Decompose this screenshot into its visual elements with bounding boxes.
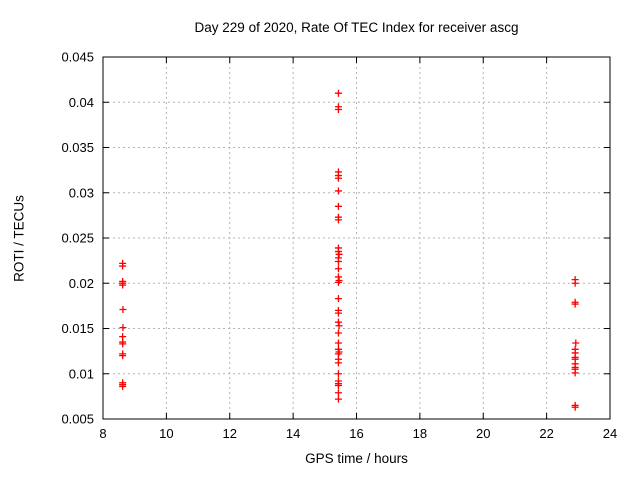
- data-point-marker: [119, 324, 127, 332]
- svg-text:24: 24: [603, 426, 617, 441]
- data-point-marker: [571, 369, 579, 377]
- data-point-marker: [335, 322, 343, 330]
- data-point-marker: [334, 309, 342, 317]
- svg-text:18: 18: [413, 426, 427, 441]
- data-point-marker: [334, 105, 342, 113]
- svg-text:0.045: 0.045: [61, 50, 94, 65]
- svg-text:0.03: 0.03: [69, 185, 94, 200]
- svg-text:0.01: 0.01: [69, 366, 94, 381]
- data-point-marker: [334, 295, 342, 303]
- svg-text:10: 10: [159, 426, 173, 441]
- svg-text:14: 14: [286, 426, 300, 441]
- data-point-marker: [334, 202, 342, 210]
- data-point-marker: [572, 339, 580, 347]
- x-axis-label: GPS time / hours: [305, 451, 408, 466]
- data-point-marker: [334, 187, 342, 195]
- data-point-marker: [571, 403, 579, 411]
- data-point-marker: [334, 389, 342, 397]
- svg-text:0.035: 0.035: [61, 140, 94, 155]
- data-point-marker: [119, 262, 127, 270]
- data-point-marker: [334, 174, 342, 182]
- data-point-marker: [119, 281, 127, 289]
- data-point-marker: [334, 382, 342, 390]
- data-point-marker: [119, 352, 127, 360]
- svg-text:12: 12: [223, 426, 237, 441]
- chart-title: Day 229 of 2020, Rate Of TEC Index for r…: [194, 20, 519, 35]
- data-point-marker: [334, 395, 342, 403]
- svg-text:20: 20: [476, 426, 490, 441]
- data-point-marker: [334, 216, 342, 224]
- svg-text:0.015: 0.015: [61, 321, 94, 336]
- data-point-marker: [119, 305, 127, 313]
- data-point-marker: [334, 89, 342, 97]
- data-point-marker: [334, 339, 342, 347]
- svg-text:0.04: 0.04: [69, 95, 94, 110]
- data-point-marker: [334, 329, 342, 337]
- data-point-marker: [571, 279, 579, 287]
- svg-text:8: 8: [99, 426, 106, 441]
- data-point-marker: [334, 359, 342, 367]
- data-point-marker: [334, 278, 342, 286]
- svg-text:0.02: 0.02: [69, 276, 94, 291]
- data-point-marker: [119, 382, 127, 390]
- svg-text:16: 16: [349, 426, 363, 441]
- data-point-marker: [334, 258, 342, 266]
- data-point-marker: [334, 265, 342, 273]
- data-point-marker: [119, 340, 127, 348]
- svg-text:0.025: 0.025: [61, 231, 94, 246]
- data-point-marker: [571, 300, 579, 308]
- data-point-marker: [334, 370, 342, 378]
- svg-text:0.005: 0.005: [61, 412, 94, 427]
- svg-text:22: 22: [539, 426, 553, 441]
